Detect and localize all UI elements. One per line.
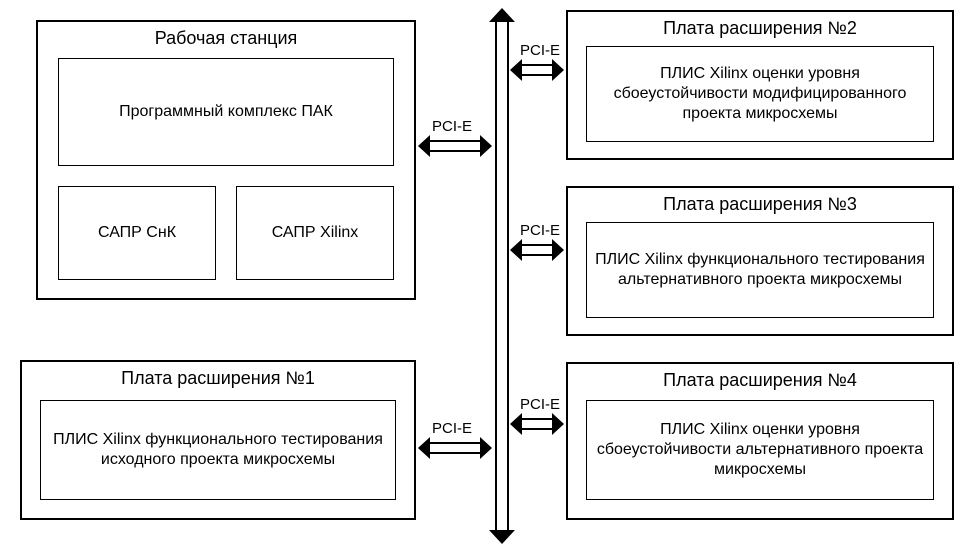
connector-b2-label: PCI-E xyxy=(520,42,560,59)
connector-ws-label: PCI-E xyxy=(432,118,472,135)
connector-b1-label: PCI-E xyxy=(432,420,472,437)
board1-inner: ПЛИС Xilinx функционального тестирования… xyxy=(40,400,396,500)
connector-b4-label: PCI-E xyxy=(520,396,560,413)
connector-ws-arrow xyxy=(430,140,480,152)
connector-b1-arrow xyxy=(430,442,480,454)
connector-b3-arrow xyxy=(522,244,552,256)
board4-inner: ПЛИС Xilinx оценки уровня сбоеустойчивос… xyxy=(586,400,934,500)
board1-title: Плата расширения №1 xyxy=(22,362,414,389)
cad-soc-block: САПР СнК xyxy=(58,186,216,280)
board3-title: Плата расширения №3 xyxy=(568,188,952,215)
connector-b3-label: PCI-E xyxy=(520,222,560,239)
connector-b4-arrow xyxy=(522,418,552,430)
vertical-bus xyxy=(495,22,509,530)
board4-title: Плата расширения №4 xyxy=(568,364,952,391)
board2-title: Плата расширения №2 xyxy=(568,12,952,39)
board2-inner: ПЛИС Xilinx оценки уровня сбоеустойчивос… xyxy=(586,46,934,142)
software-block: Программный комплекс ПАК xyxy=(58,58,394,166)
connector-b2-arrow xyxy=(522,64,552,76)
board3-inner: ПЛИС Xilinx функционального тестирования… xyxy=(586,222,934,318)
cad-xilinx-block: САПР Xilinx xyxy=(236,186,394,280)
workstation-title: Рабочая станция xyxy=(38,22,414,49)
